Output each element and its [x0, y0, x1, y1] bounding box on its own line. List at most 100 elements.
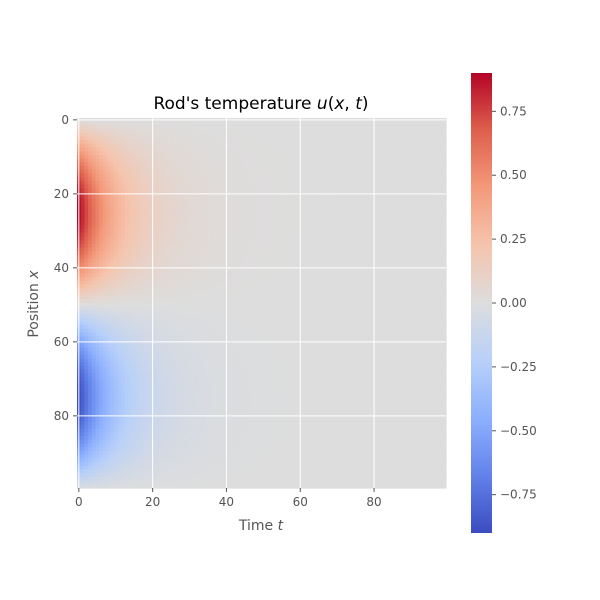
heatmap-cell: [287, 262, 292, 267]
heatmap-cell: [228, 147, 233, 152]
heatmap-cell: [110, 254, 115, 260]
heatmap-cell: [128, 180, 133, 186]
heatmap-cell: [257, 158, 263, 163]
heatmap-cell: [195, 158, 200, 163]
heatmap-cell: [239, 180, 244, 186]
heatmap-cell: [324, 299, 329, 304]
heatmap-cell: [265, 243, 270, 249]
heatmap-cell: [136, 147, 141, 152]
heatmap-cell: [353, 147, 359, 152]
heatmap-cell: [176, 225, 181, 230]
heatmap-cell: [350, 180, 355, 186]
heatmap-cell: [268, 273, 274, 278]
heatmap-cell: [287, 129, 292, 134]
heatmap-cell: [276, 121, 281, 126]
heatmap-cell: [357, 199, 362, 204]
heatmap-cell: [198, 151, 204, 156]
heatmap-cell: [302, 151, 307, 156]
heatmap-cell: [394, 254, 399, 260]
heatmap-cell: [279, 247, 285, 252]
heatmap-cell: [220, 177, 226, 182]
heatmap-cell: [291, 247, 296, 252]
heatmap-cell: [305, 295, 311, 300]
heatmap-cell: [172, 262, 178, 267]
heatmap-cell: [364, 140, 370, 145]
heatmap-cell: [268, 199, 274, 204]
heatmap-cell: [423, 162, 429, 167]
heatmap-cell: [128, 254, 133, 260]
heatmap-cell: [342, 217, 347, 223]
heatmap-cell: [128, 125, 133, 130]
heatmap-cell: [412, 254, 418, 260]
heatmap-cell: [239, 155, 244, 160]
heatmap-cell: [147, 221, 152, 226]
heatmap-cell: [213, 143, 218, 149]
heatmap-cell: [161, 158, 167, 163]
heatmap-cell: [386, 214, 392, 219]
heatmap-cell: [217, 229, 222, 234]
heatmap-cell: [117, 262, 122, 267]
heatmap-cell: [143, 203, 148, 208]
heatmap-cell: [412, 158, 418, 163]
heatmap-cell: [268, 291, 274, 297]
heatmap-cell: [276, 158, 281, 163]
heatmap-cell: [268, 125, 274, 130]
heatmap-cell: [191, 210, 196, 215]
heatmap-cell: [161, 299, 167, 304]
heatmap-cell: [102, 155, 108, 160]
heatmap-cell: [327, 188, 333, 193]
heatmap-cell: [231, 136, 237, 141]
heatmap-cell: [117, 203, 122, 208]
heatmap-cell: [198, 169, 204, 175]
heatmap-cell: [294, 203, 299, 208]
heatmap-cell: [161, 173, 167, 178]
heatmap-cell: [309, 140, 314, 145]
heatmap-cell: [161, 155, 167, 160]
heatmap-cell: [434, 199, 440, 204]
heatmap-cell: [276, 251, 281, 256]
heatmap-cell: [350, 147, 355, 152]
heatmap-cell: [121, 232, 126, 237]
heatmap-cell: [128, 291, 133, 297]
heatmap-cell: [95, 273, 100, 278]
heatmap-cell: [158, 203, 163, 208]
heatmap-cell: [184, 151, 189, 156]
heatmap-cell: [272, 195, 277, 200]
heatmap-cell: [394, 206, 399, 212]
heatmap-cell: [95, 155, 100, 160]
heatmap-cell: [180, 251, 185, 256]
heatmap-cell: [320, 173, 325, 178]
heatmap-cell: [353, 251, 359, 256]
heatmap-cell: [316, 199, 322, 204]
heatmap-cell: [383, 140, 388, 145]
heatmap-cell: [327, 288, 333, 293]
heatmap-cell: [147, 206, 152, 212]
heatmap-cell: [220, 121, 226, 126]
heatmap-cell: [394, 299, 399, 304]
heatmap-cell: [143, 169, 148, 175]
heatmap-cell: [128, 166, 133, 171]
heatmap-cell: [139, 232, 145, 237]
heatmap-cell: [279, 214, 285, 219]
heatmap-cell: [394, 151, 399, 156]
heatmap-cell: [383, 236, 388, 241]
heatmap-cell: [434, 136, 440, 141]
heatmap-cell: [320, 203, 325, 208]
heatmap-cell: [305, 280, 311, 286]
heatmap-cell: [132, 254, 137, 260]
heatmap-cell: [379, 210, 384, 215]
heatmap-cell: [431, 229, 436, 234]
heatmap-cell: [254, 158, 259, 163]
heatmap-cell: [250, 277, 255, 282]
heatmap-cell: [184, 132, 189, 138]
heatmap-cell: [324, 129, 329, 134]
heatmap-cell: [394, 288, 399, 293]
heatmap-cell: [136, 180, 141, 186]
heatmap-cell: [172, 132, 178, 138]
heatmap-cell: [379, 203, 384, 208]
heatmap-cell: [202, 254, 207, 260]
heatmap-image: [77, 118, 447, 489]
heatmap-cell: [154, 299, 159, 304]
heatmap-cell: [187, 143, 192, 149]
heatmap-cell: [368, 254, 373, 260]
